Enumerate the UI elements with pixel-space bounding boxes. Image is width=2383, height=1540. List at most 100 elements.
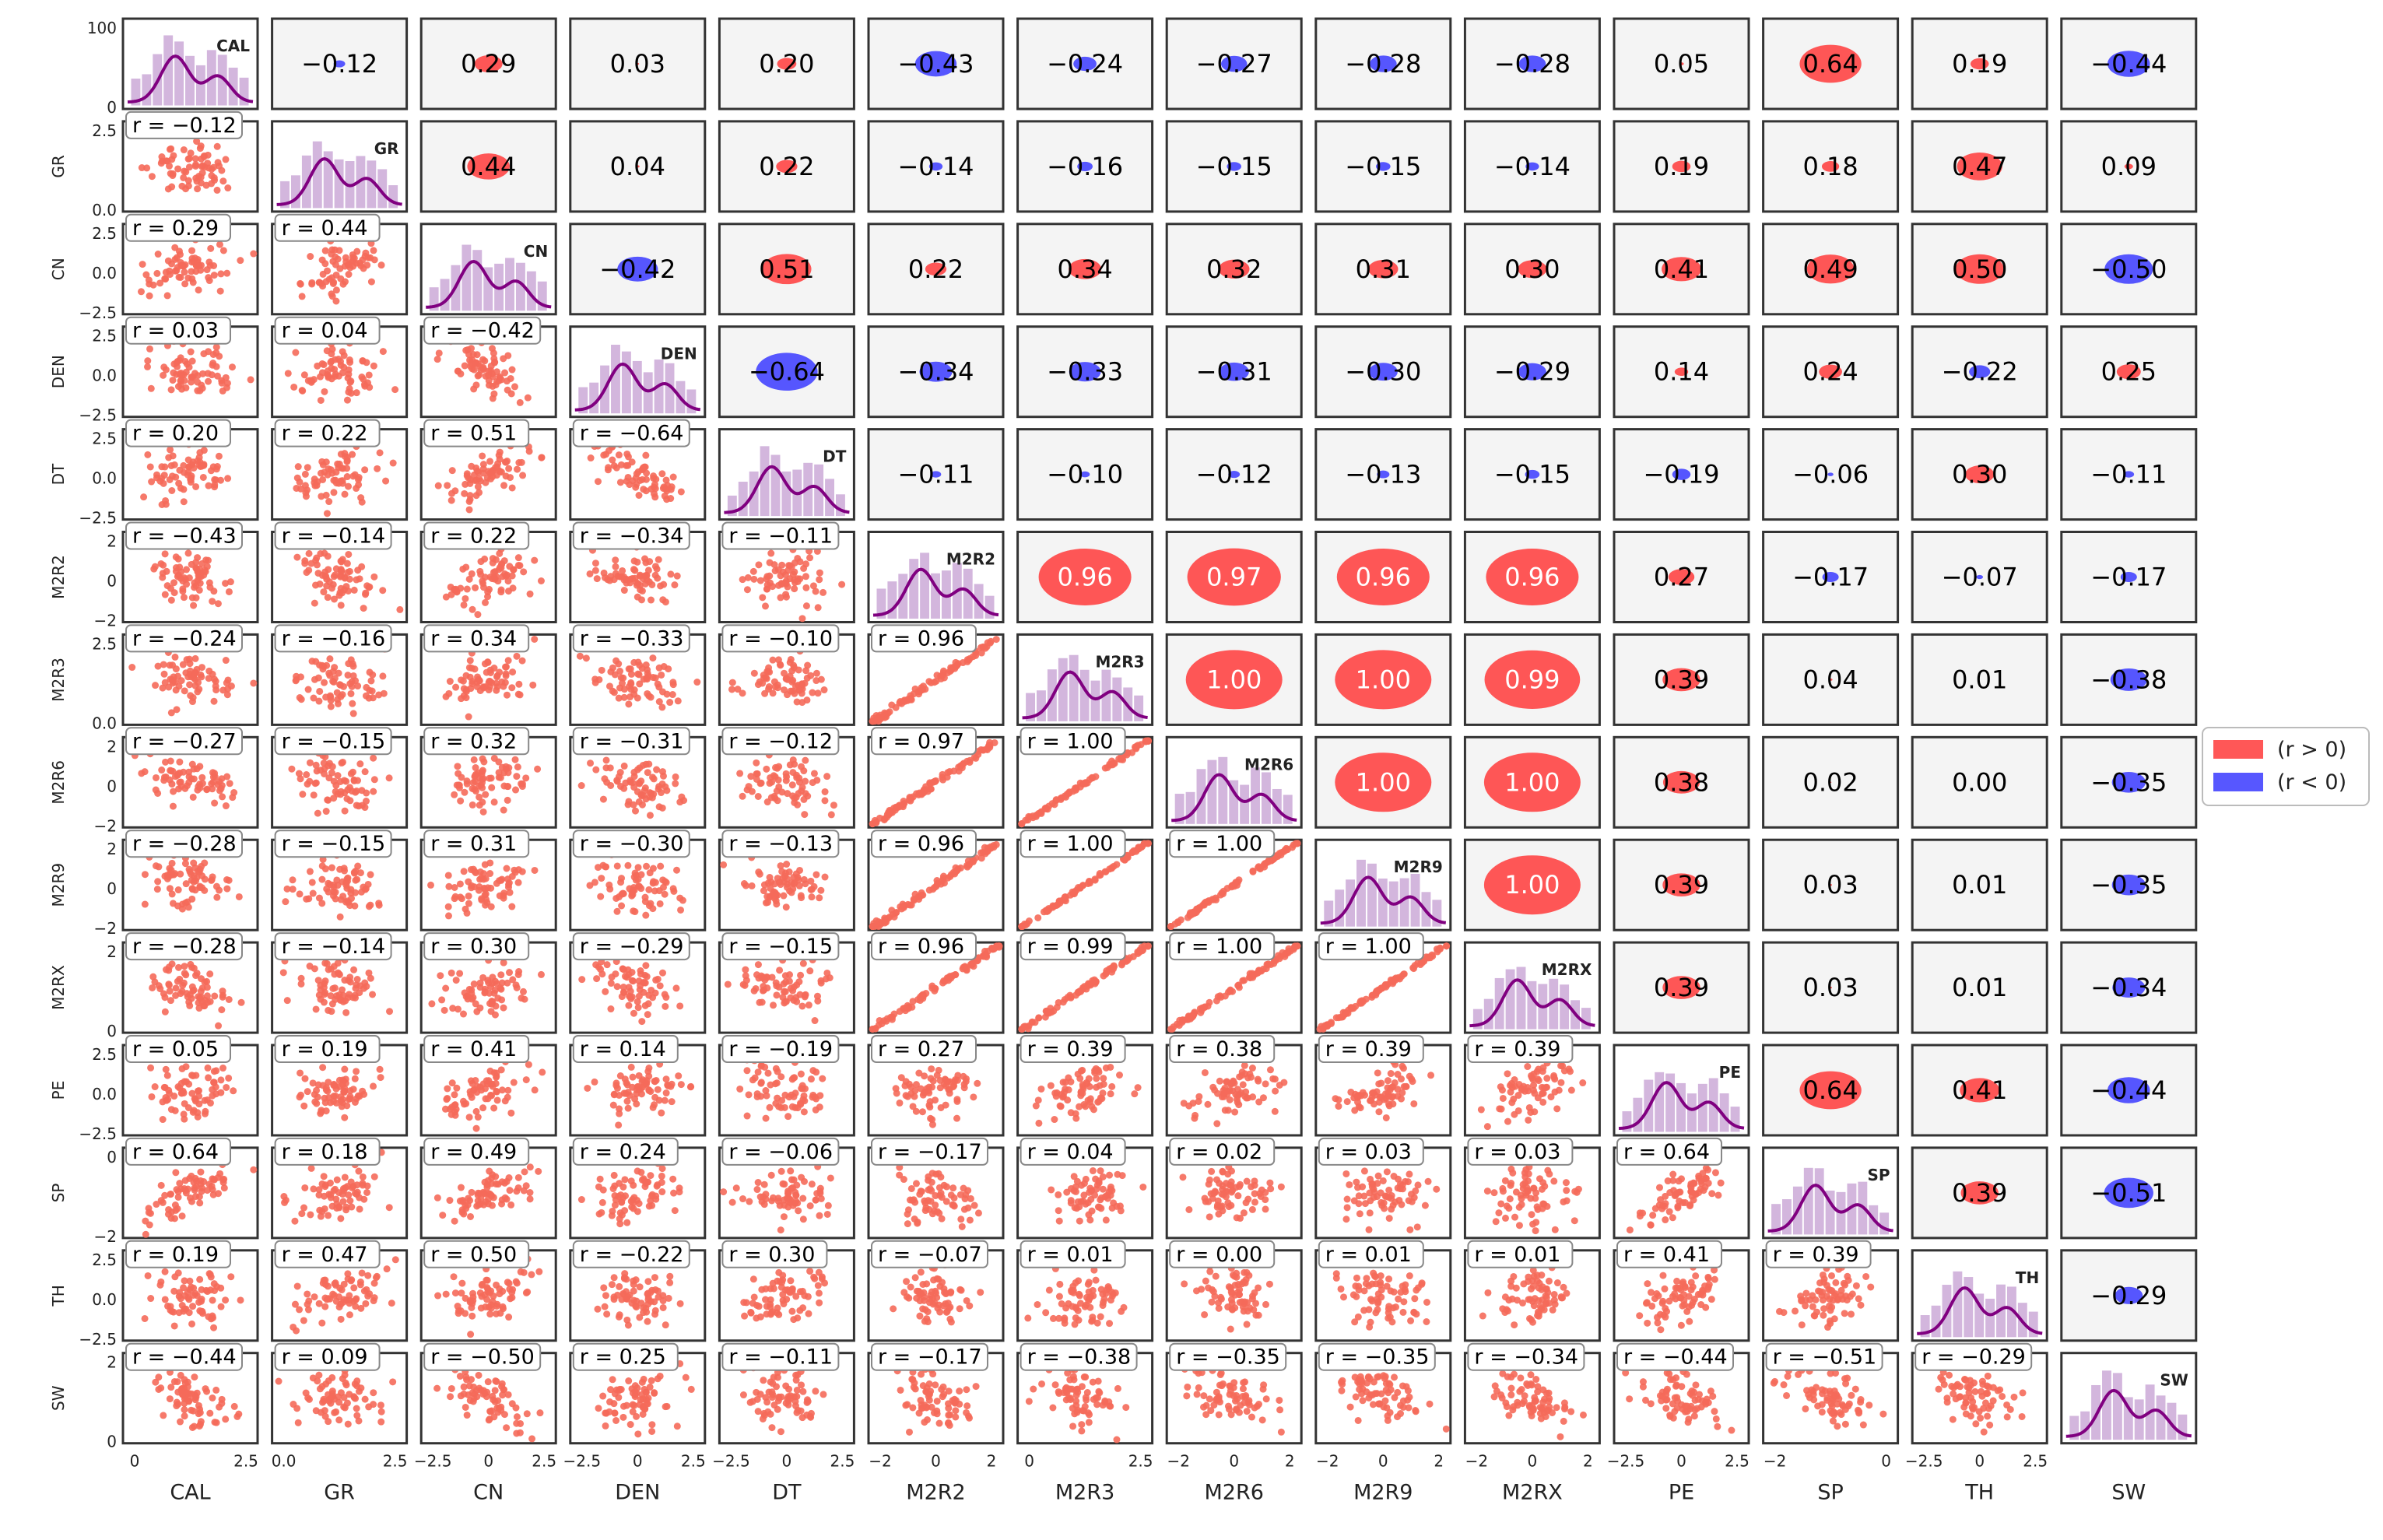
scatter-point [1543, 1075, 1551, 1082]
scatter-point [479, 469, 487, 477]
r-label: r = 0.41 [430, 1037, 517, 1061]
scatter-point [447, 969, 455, 977]
scatter-point [966, 759, 974, 766]
scatter-point [187, 692, 195, 700]
scatter-point [303, 771, 311, 779]
scatter-point [1034, 1096, 1042, 1104]
scatter-point [1035, 1119, 1043, 1127]
scatter-point [190, 602, 198, 609]
scatter-point [619, 567, 626, 574]
panel-CAL-M2RX: −0.28 [1463, 17, 1601, 111]
scatter-point [222, 657, 230, 665]
scatter-point [630, 658, 638, 666]
scatter-point [198, 384, 206, 392]
scatter-point [161, 275, 169, 282]
scatter-point [728, 686, 735, 693]
scatter-point [342, 1009, 350, 1016]
correlation-ellipse [1955, 254, 2004, 284]
correlation-value: 1.00 [1206, 665, 1262, 694]
scatter-point [157, 1181, 165, 1189]
scatter-point [313, 1100, 321, 1107]
scatter-point [180, 146, 188, 154]
scatter-point [1072, 1110, 1079, 1117]
scatter-point [195, 461, 203, 469]
panel-M2R6-CAL: r = −0.27 [121, 727, 259, 829]
scatter-point [1354, 1098, 1362, 1106]
panel-CN-M2R6: 0.32 [1165, 223, 1303, 316]
scatter-point [774, 797, 781, 805]
scatter-point [478, 1086, 486, 1094]
scatter-point [780, 892, 788, 900]
scatter-point [625, 1002, 633, 1009]
correlation-ellipse [1822, 572, 1839, 582]
scatter-point [630, 557, 638, 565]
scatter-point [190, 964, 198, 972]
scatter-point [534, 765, 542, 773]
scatter-point [186, 991, 194, 998]
scatter-point [493, 672, 501, 679]
histogram-bar [1057, 657, 1069, 722]
scatter-point [798, 1085, 805, 1093]
scatter-point [465, 575, 473, 583]
histogram-bar [1068, 654, 1079, 722]
scatter-point [319, 1064, 327, 1072]
scatter-point [522, 1076, 530, 1084]
scatter-point [445, 882, 453, 890]
scatter-point [385, 1204, 393, 1212]
scatter-point [1504, 1070, 1511, 1078]
scatter-point [453, 588, 461, 595]
correlation-ellipse [1827, 472, 1834, 476]
scatter-point [297, 485, 305, 493]
scatter-point [335, 991, 343, 998]
scatter-point [1525, 1087, 1532, 1095]
scatter-point [743, 1112, 751, 1120]
scatter-point [633, 593, 641, 601]
panel-CN-DEN: −0.42 [569, 223, 707, 316]
scatter-point [187, 348, 195, 356]
panel-CAL-DEN: 0.03 [569, 17, 707, 111]
scatter-point [177, 568, 185, 576]
scatter-point [177, 273, 184, 281]
scatter-point [1402, 1082, 1409, 1090]
scatter-point [309, 889, 317, 897]
scatter-point [591, 675, 599, 683]
scatter-point [1394, 1071, 1402, 1079]
correlation-value: −0.34 [897, 357, 974, 387]
scatter-point [473, 467, 481, 475]
scatter-point [644, 669, 651, 677]
r-label: r = −0.30 [580, 832, 684, 856]
correlation-ellipse [1368, 363, 1398, 381]
scatter-point [789, 687, 797, 695]
scatter-point [325, 498, 333, 506]
scatter-point [651, 1101, 658, 1109]
scatter-point [693, 679, 701, 686]
scatter-point [328, 469, 336, 477]
scatter-point [914, 688, 922, 696]
scatter-point [301, 470, 309, 478]
correlation-ellipse [1821, 161, 1840, 172]
correlation-ellipse [1970, 58, 1989, 70]
panel-CN-M2RX: 0.30 [1463, 223, 1601, 316]
scatter-point [188, 461, 196, 468]
panel-GR-DEN: 0.04 [569, 120, 707, 213]
scatter-point [1056, 1102, 1064, 1110]
scatter-point [191, 162, 199, 170]
scatter-point [279, 969, 287, 977]
panel-M2RX-SP: 0.03 [1762, 941, 1900, 1034]
correlation-ellipse [1368, 260, 1399, 279]
scatter-point [1281, 847, 1289, 854]
panel-GR-M2R2: −0.14 [867, 120, 1005, 213]
scatter-point [637, 967, 644, 975]
scatter-point [212, 349, 220, 356]
scatter-point [472, 1107, 480, 1115]
scatter-point [370, 1173, 378, 1180]
scatter-point [195, 286, 202, 294]
scatter-point [325, 1079, 332, 1086]
scatter-point [777, 594, 784, 602]
scatter-point [190, 765, 198, 773]
correlation-ellipse [2123, 471, 2135, 478]
scatter-point [159, 1198, 167, 1206]
scatter-point [223, 773, 231, 781]
panel-M2R6-SW: −0.35 [2060, 735, 2198, 829]
r-label: r = 0.51 [430, 422, 517, 446]
